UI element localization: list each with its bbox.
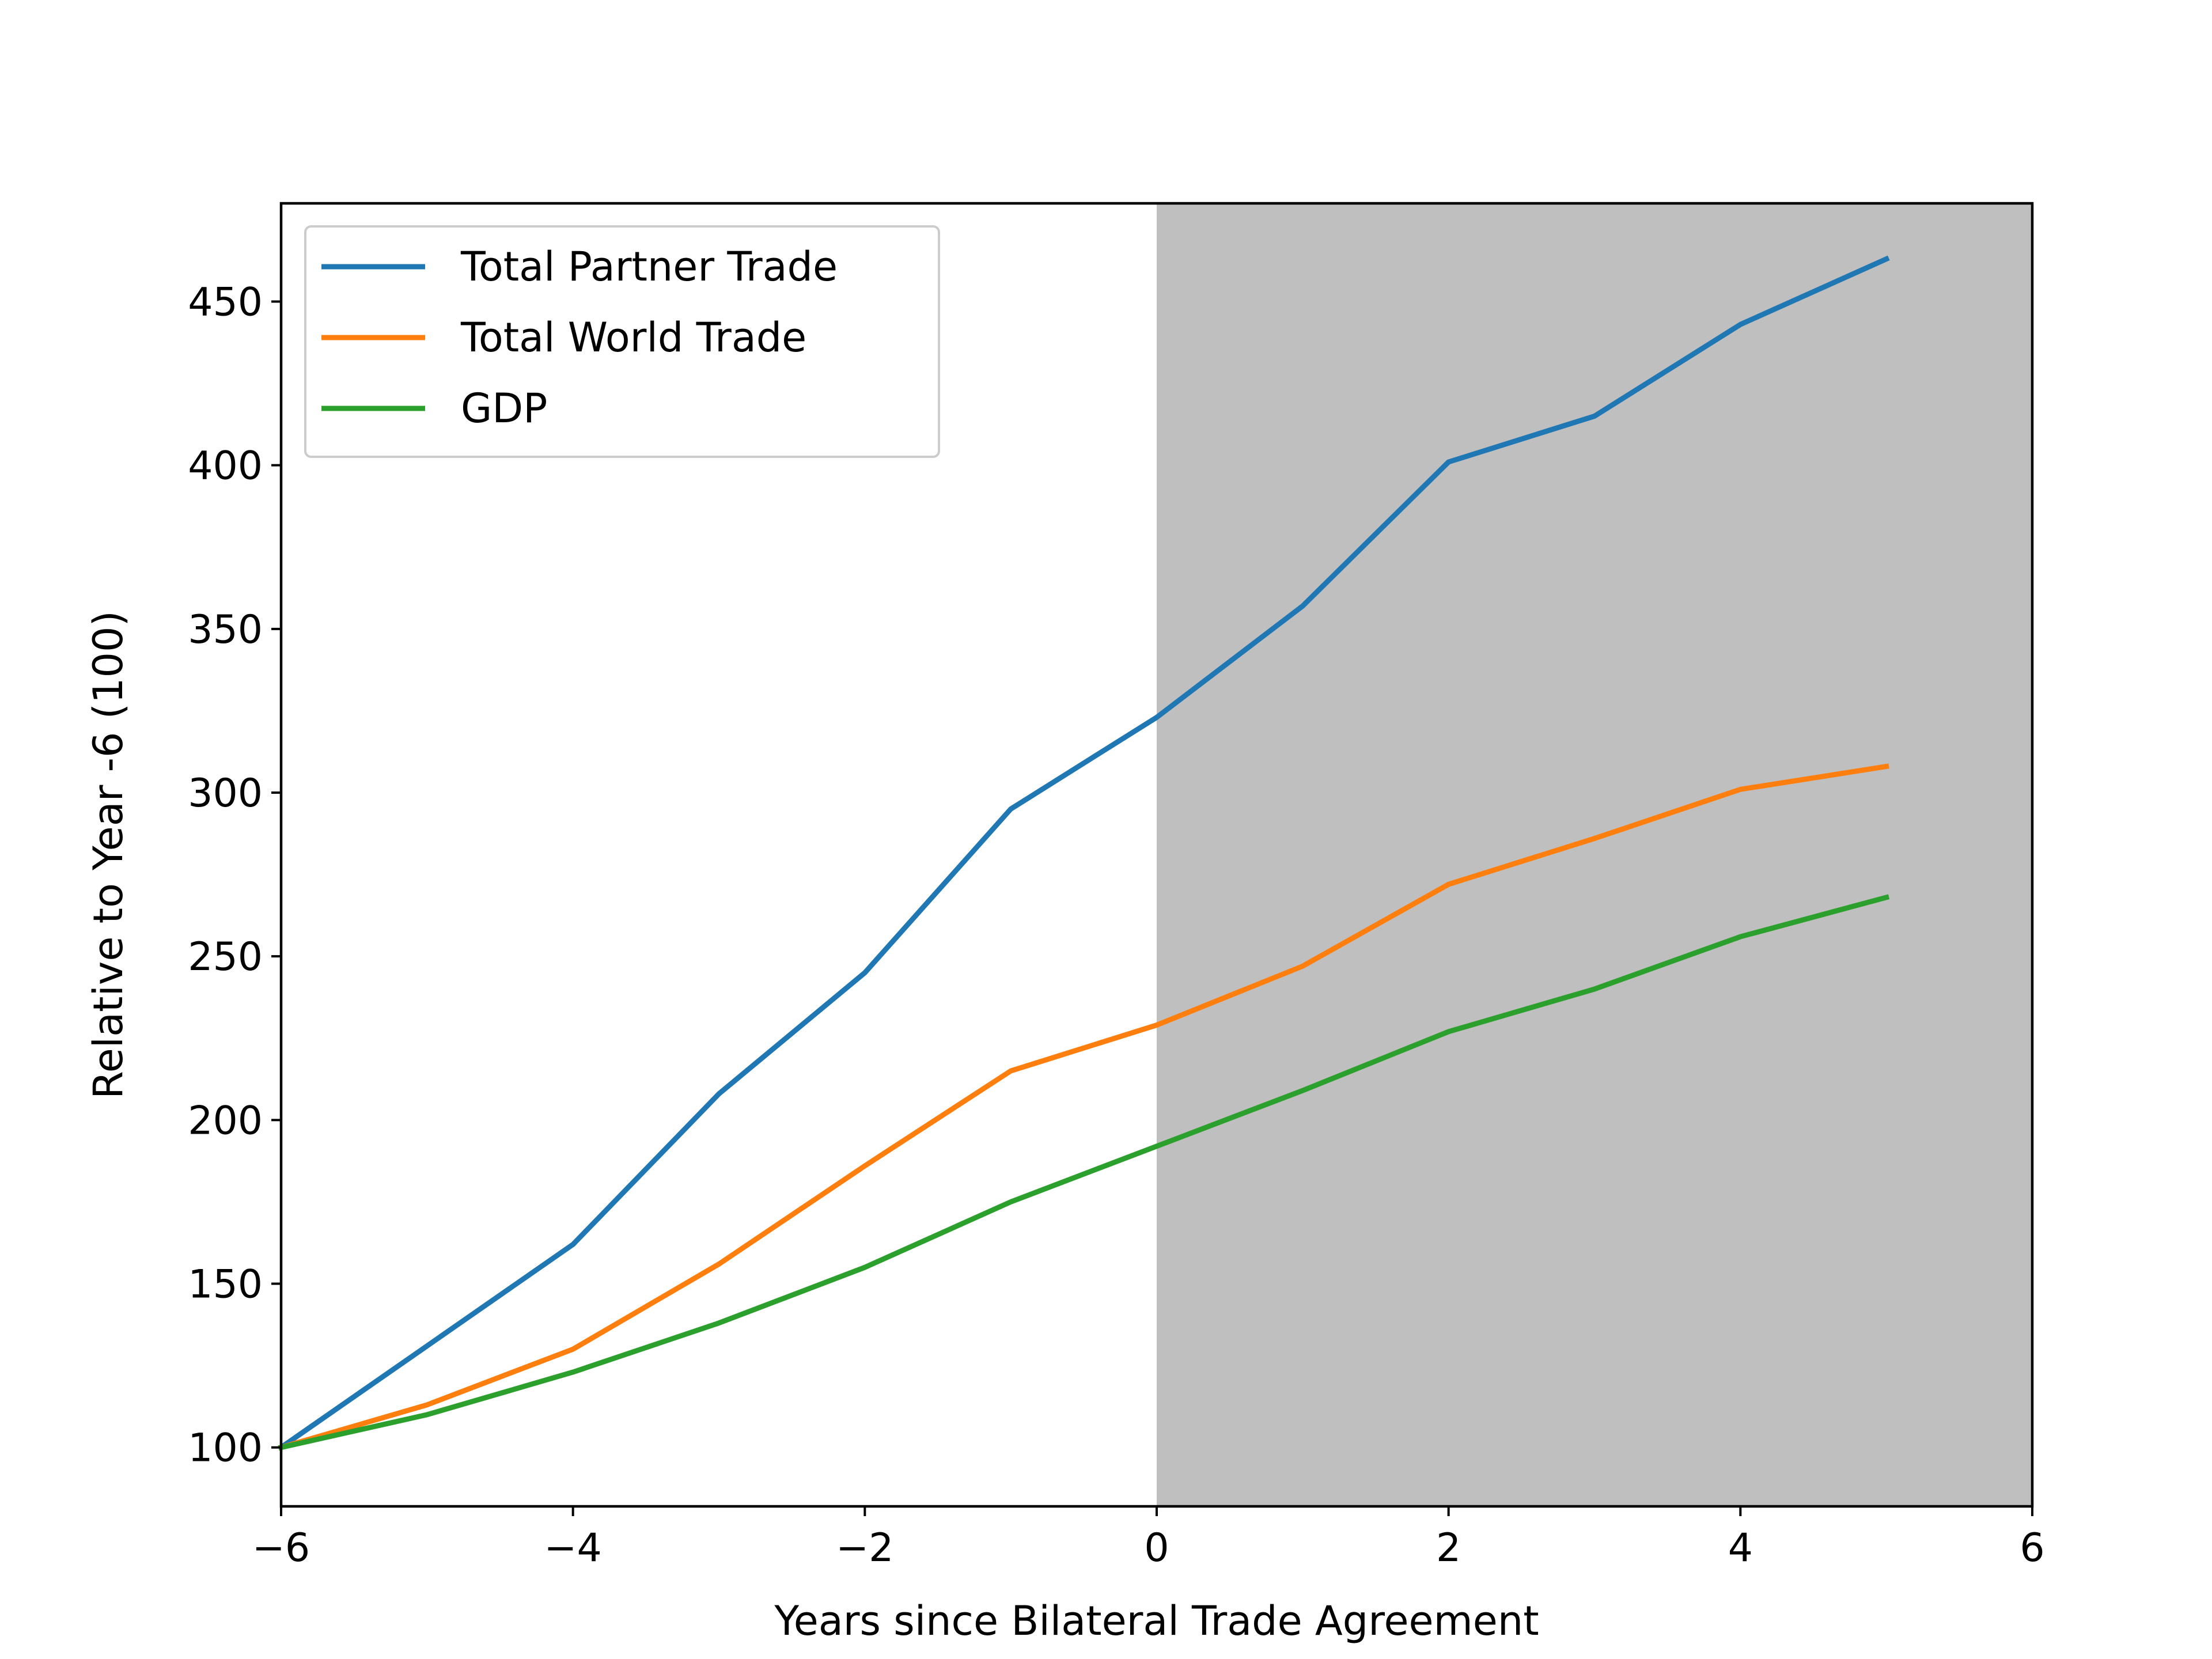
- series-layer: [277, 255, 1890, 1451]
- x-tick-label: −6: [252, 1525, 310, 1571]
- x-tick-label: 2: [1436, 1525, 1461, 1571]
- x-tick-label: 4: [1728, 1525, 1753, 1571]
- x-tick-label: 0: [1144, 1525, 1169, 1571]
- legend-box: [304, 225, 940, 458]
- y-tick-label: 450: [188, 280, 263, 325]
- x-axis: −6 −4 −2 0 2 4 6: [252, 1506, 2045, 1571]
- y-tick-label: 350: [188, 607, 263, 653]
- series-line-0: [277, 255, 1890, 1451]
- y-tick-label: 150: [188, 1262, 263, 1308]
- legend-label-2: GDP: [461, 385, 547, 432]
- x-tick-label: −4: [544, 1525, 602, 1571]
- legend-label-0: Total Partner Trade: [460, 243, 838, 290]
- x-axis-label: Years since Bilateral Trade Agreement: [774, 1597, 1539, 1645]
- plot-area: [277, 202, 2034, 1508]
- y-tick-label: 200: [188, 1098, 263, 1143]
- x-tick-label: 6: [2020, 1525, 2044, 1571]
- legend: Total Partner Trade Total World Trade GDP: [304, 225, 940, 458]
- y-axis-label: Relative to Year -6 (100): [85, 611, 132, 1099]
- legend-label-1: Total World Trade: [460, 314, 806, 361]
- y-axis: 100 150 200 250 300 350 400 450: [188, 280, 281, 1471]
- series-line-1: [278, 763, 1889, 1451]
- y-tick-label: 300: [188, 771, 263, 816]
- x-tick-label: −2: [836, 1525, 893, 1571]
- y-tick-label: 250: [188, 934, 263, 980]
- series-line-2: [278, 894, 1890, 1451]
- y-tick-label: 400: [188, 444, 263, 489]
- post-agreement-shaded-region: [1157, 203, 2032, 1506]
- y-tick-label: 100: [188, 1426, 263, 1471]
